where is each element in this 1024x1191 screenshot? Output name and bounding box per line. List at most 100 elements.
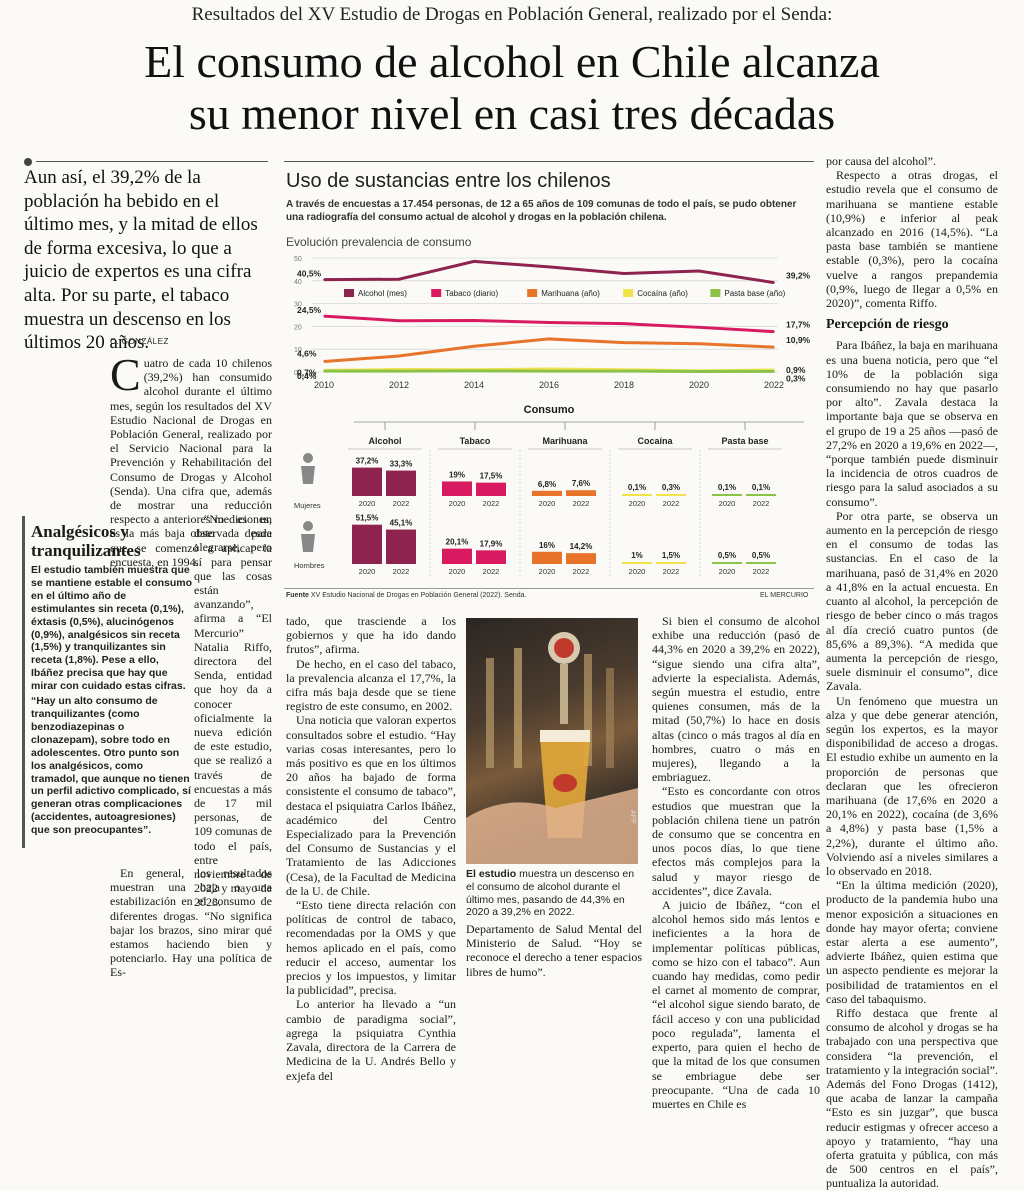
bar-label: 19% [449, 470, 465, 479]
legend-label: Tabaco (diario) [445, 289, 498, 298]
bar-mujeres [532, 490, 562, 496]
sidebar-box: Analgésicos y tranquilizantes El estudio… [22, 516, 193, 848]
photo-illustration [466, 632, 638, 864]
year-label: 2020 [719, 567, 736, 576]
bar-mujeres [656, 494, 686, 496]
beer-tap-photo: AFP [466, 618, 638, 864]
x-tick-label: 2016 [539, 380, 559, 390]
y-tick-label: 10 [294, 347, 302, 354]
body-column-1c: En general, los resultados muestran una … [110, 866, 272, 980]
series-start-label: 40,5% [297, 269, 322, 279]
caption-bold: El estudio [466, 868, 517, 880]
data-point [623, 322, 625, 325]
bar-label: 17,9% [480, 539, 503, 548]
year-label: 2020 [449, 567, 466, 576]
source-note: Fuente XV Estudio Nacional de Drogas en … [286, 592, 526, 599]
year-label: 2020 [359, 499, 376, 508]
year-label: 2020 [629, 567, 646, 576]
bar-label: 0,5% [718, 551, 736, 560]
headline-line-1: El consumo de alcohol en Chile alcanza [144, 36, 880, 87]
x-tick-label: 2018 [614, 380, 634, 390]
data-point [623, 341, 625, 344]
bar-label: 0,1% [752, 483, 770, 492]
data-point [323, 278, 325, 281]
sidebar-paragraph: “Hay un alto consumo de tranquilizantes … [31, 695, 191, 837]
bar-label: 0,1% [628, 483, 646, 492]
legend-swatch [623, 289, 634, 297]
data-point [773, 281, 775, 284]
year-label: 2022 [663, 499, 680, 508]
bar-mujeres [386, 470, 416, 496]
data-point [623, 370, 625, 372]
paragraph: Si bien el consumo de alcohol exhibe una… [652, 614, 820, 785]
infographic-credit: EL MERCURIO [760, 592, 809, 599]
x-tick-label: 2014 [464, 380, 484, 390]
series-line [323, 259, 775, 285]
bar-mujeres [712, 494, 742, 496]
infographic-bottom-rule [284, 588, 814, 589]
body-column-5: por causa del alcohol”. Respecto a otras… [826, 154, 998, 1191]
paragraph: “No es un dato para alegrarse, pero sí p… [194, 512, 272, 910]
year-label: 2020 [539, 499, 556, 508]
legend-swatch [527, 289, 538, 297]
paragraph: “En la última medición (2020), producto … [826, 878, 998, 1006]
source-text: XV Estudio Nacional de Drogas en Poblaci… [310, 592, 527, 599]
legend-swatch [431, 289, 442, 297]
data-point [698, 270, 700, 272]
bar-mujeres [476, 482, 506, 496]
bar-label: 45,1% [390, 519, 413, 528]
infographic-description: A través de encuestas a 17.454 personas,… [286, 199, 797, 223]
female-icon-body [301, 466, 315, 484]
substance-label: Cocaína [637, 436, 673, 446]
data-point [773, 330, 775, 333]
data-point [698, 370, 700, 373]
legend-label: Alcohol (mes) [358, 289, 407, 298]
bar-label: 7,6% [572, 479, 590, 488]
y-tick-label: 30 [294, 302, 302, 309]
byline: C. GONZÁLEZ [110, 337, 169, 346]
series-end-label: 17,7% [786, 320, 811, 330]
bar-mujeres [442, 481, 472, 496]
year-label: 2022 [753, 499, 770, 508]
bar-mujeres [746, 494, 776, 496]
bar-hombres [352, 524, 382, 564]
series-end-label: 0,3% [786, 373, 806, 383]
x-tick-label: 2020 [689, 380, 709, 390]
paragraph: Una noticia que valoran expertos consult… [286, 713, 456, 898]
sidebar-paragraph: El estudio también muestra que se mantie… [31, 564, 193, 693]
data-point [323, 315, 325, 317]
year-label: 2022 [483, 567, 500, 576]
data-point [548, 368, 550, 370]
data-point [773, 346, 775, 348]
body-column-4: Si bien el consumo de alcohol exhibe una… [652, 614, 820, 1111]
lede-bullet [24, 158, 32, 166]
bar-label: 0,3% [662, 483, 680, 492]
bar-mujeres [566, 490, 596, 496]
x-tick-label: 2022 [764, 380, 784, 390]
year-label: 2020 [629, 499, 646, 508]
headline: El consumo de alcohol en Chile alcanza s… [0, 36, 1024, 140]
subhead-percepcion: Percepción de riesgo [826, 317, 949, 333]
x-tick-label: 2010 [314, 380, 334, 390]
lede-rule [36, 161, 268, 162]
bar-label: 17,5% [480, 472, 503, 481]
paragraph: Respecto a otras drogas, el estudio reve… [826, 168, 998, 311]
series-end-label: 10,9% [786, 335, 811, 345]
bar-label: 1,5% [662, 551, 680, 560]
bar-label: 1% [631, 551, 643, 560]
series-start-label: 4,6% [297, 349, 317, 359]
kicker: Resultados del XV Estudio de Drogas en P… [191, 4, 833, 25]
series-end-label: 39,2% [786, 271, 811, 281]
bar-label: 51,5% [356, 514, 379, 523]
bar-hombres [532, 551, 562, 564]
data-point [698, 342, 700, 345]
substance-label: Alcohol [369, 436, 402, 446]
year-label: 2022 [573, 567, 590, 576]
data-point [623, 272, 625, 275]
series-start-label: 24,5% [297, 305, 322, 315]
infographic-rule [284, 161, 814, 162]
paragraph: “Esto es concordante con otros estudios … [652, 784, 820, 898]
paragraph: A juicio de Ibáñez, “con el alcohol hemo… [652, 898, 820, 1111]
paragraph: por causa del alcohol”. [826, 154, 936, 168]
data-point [548, 321, 550, 324]
